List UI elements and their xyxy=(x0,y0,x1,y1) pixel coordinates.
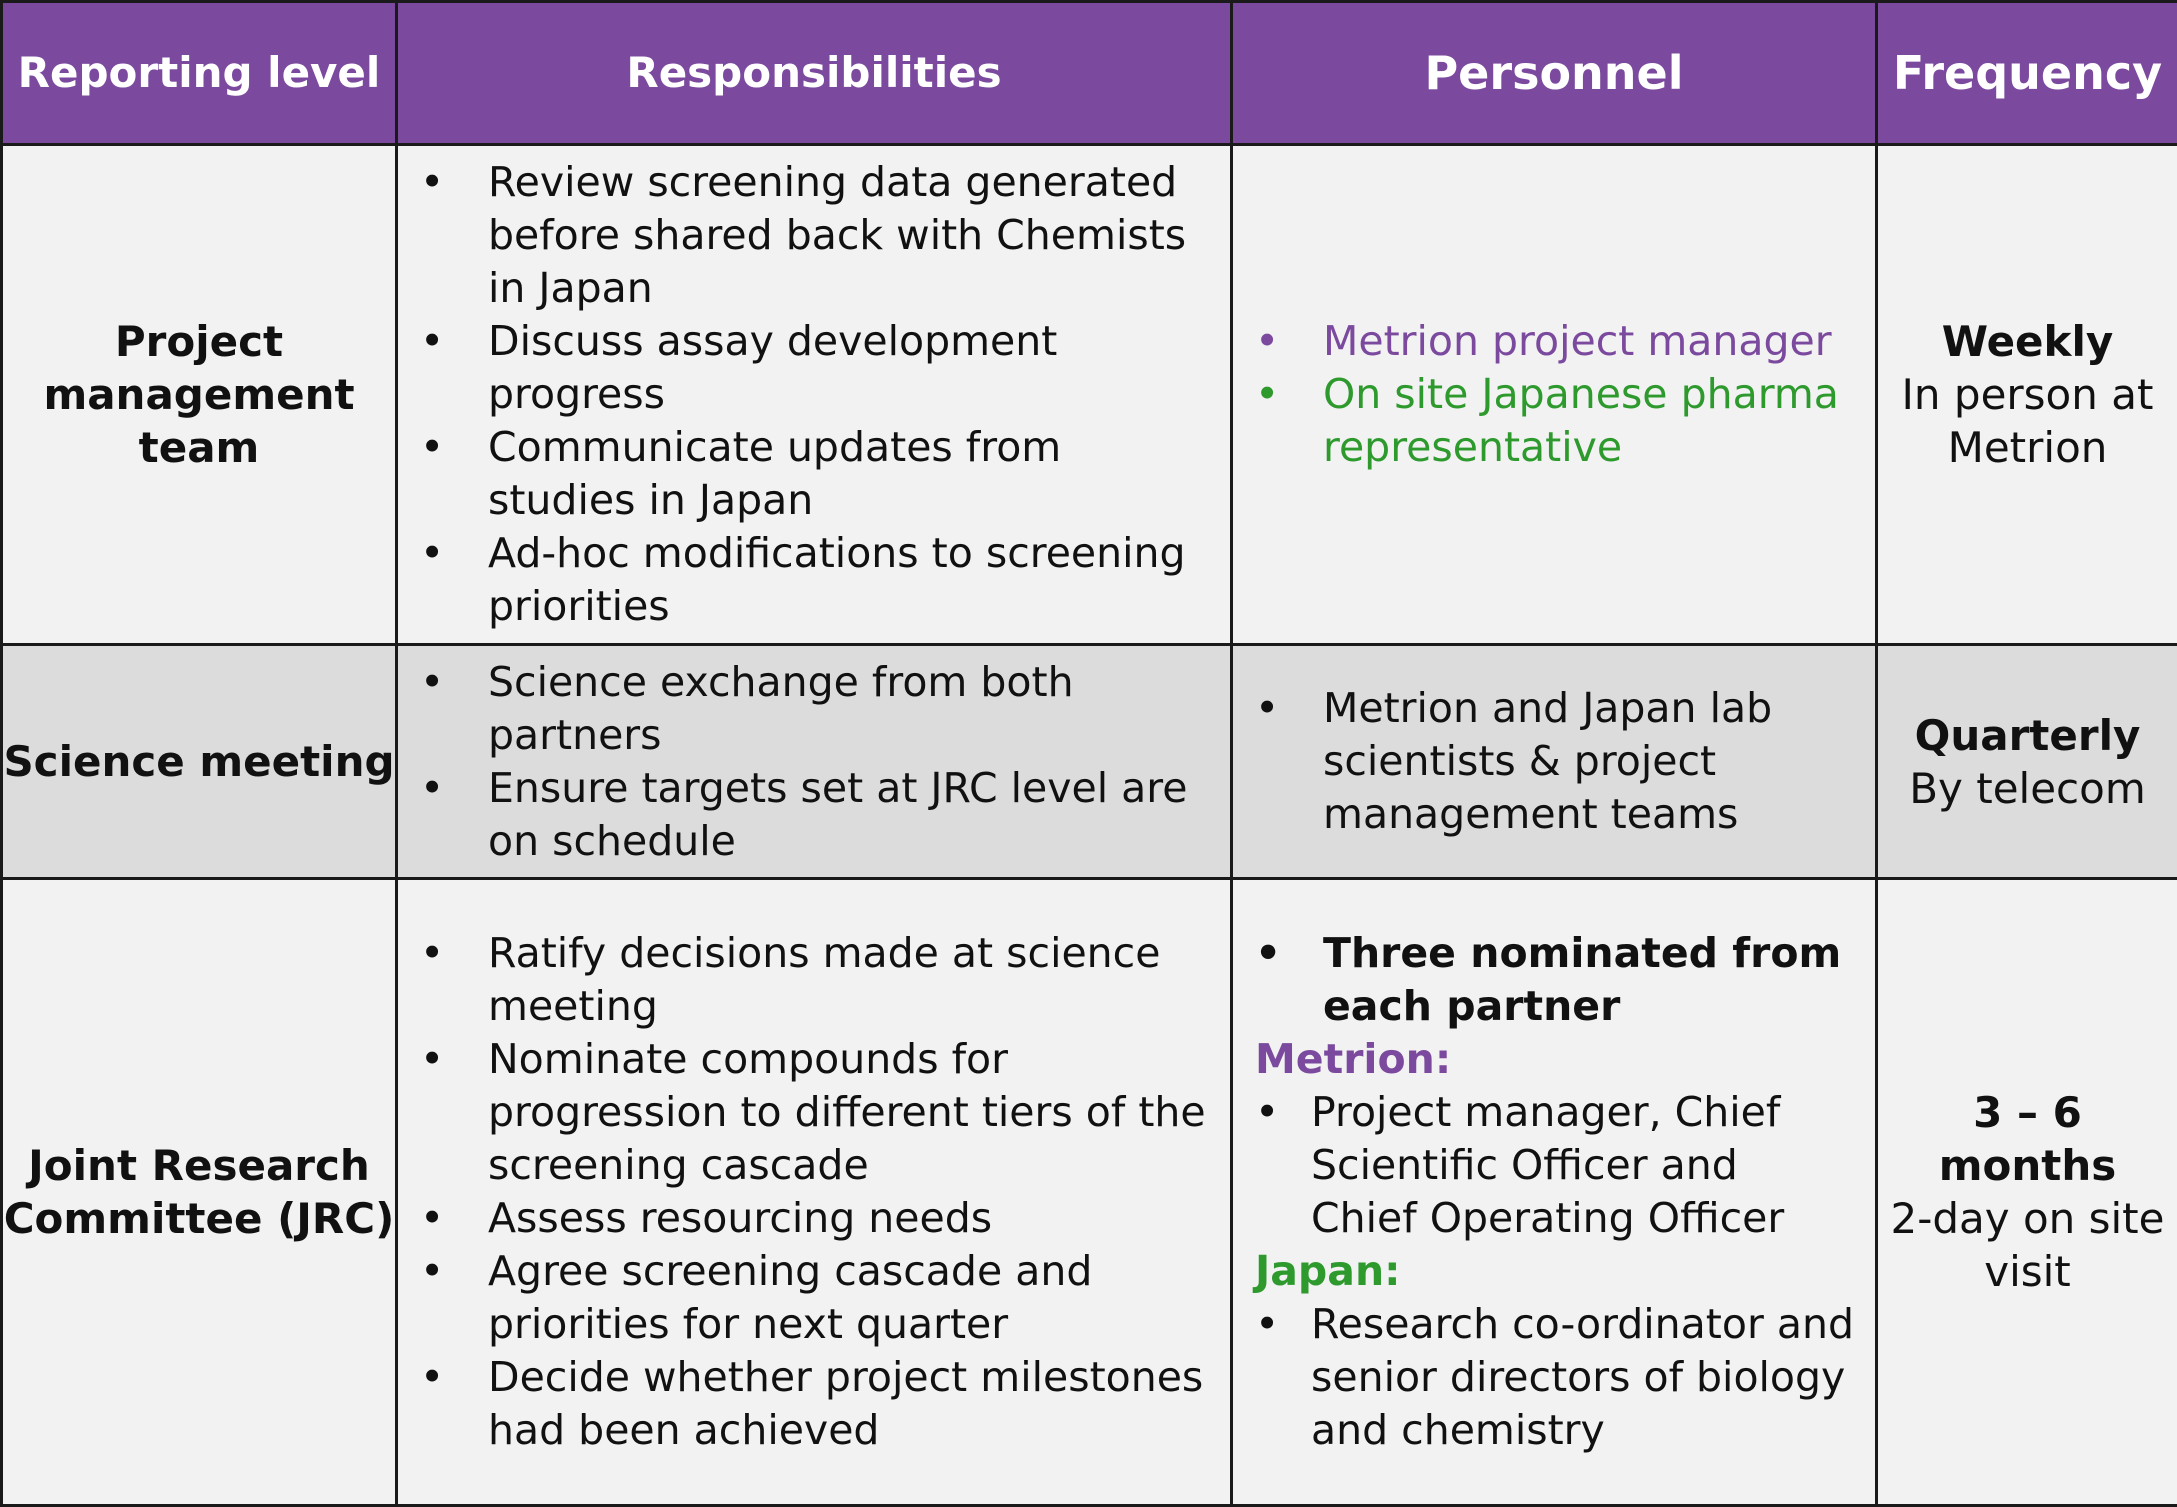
personnel-cell: Three nominated from each partner Metrio… xyxy=(1232,879,1877,1506)
personnel-list: Metrion project manager On site Japanese… xyxy=(1233,315,1875,474)
responsibilities-cell: Science exchange from both partners Ensu… xyxy=(397,645,1232,879)
frequency-cell: 3 – 6 months 2-day on site visit xyxy=(1877,879,2177,1506)
level-cell: Science meeting xyxy=(2,645,397,879)
list-item: Assess resourcing needs xyxy=(398,1192,1210,1245)
personnel-intro: Three nominated from each partner xyxy=(1233,927,1855,1033)
list-item: Project manager, Chief Scientific Office… xyxy=(1233,1086,1855,1245)
personnel-list: Metrion and Japan lab scientists & proje… xyxy=(1233,682,1875,841)
table-row: Project management team Review screening… xyxy=(2,145,2177,645)
list-item-japan: On site Japanese pharma representative xyxy=(1233,368,1855,474)
header-row: Reporting level Responsibilities Personn… xyxy=(2,2,2177,145)
personnel-cell: Metrion and Japan lab scientists & proje… xyxy=(1232,645,1877,879)
responsibilities-list: Review screening data generated before s… xyxy=(398,156,1230,633)
header-frequency: Frequency xyxy=(1877,2,2177,145)
list-item: Review screening data generated before s… xyxy=(398,156,1210,315)
responsibilities-cell: Ratify decisions made at science meeting… xyxy=(397,879,1232,1506)
level-cell: Project management team xyxy=(2,145,397,645)
frequency-value: Weekly xyxy=(1878,315,2177,368)
list-item: Ratify decisions made at science meeting xyxy=(398,927,1210,1033)
metrion-members-list: Project manager, Chief Scientific Office… xyxy=(1233,1086,1875,1245)
list-item: Ad-hoc modifications to screening priori… xyxy=(398,527,1210,633)
list-item: Agree screening cascade and priorities f… xyxy=(398,1245,1210,1351)
list-item: Nominate compounds for progression to di… xyxy=(398,1033,1210,1192)
level-cell: Joint Research Committee (JRC) xyxy=(2,879,397,1506)
japan-members-list: Research co-ordinator and senior directo… xyxy=(1233,1298,1875,1457)
header-responsibilities: Responsibilities xyxy=(397,2,1232,145)
frequency-cell: Quarterly By telecom xyxy=(1877,645,2177,879)
list-item: Decide whether project milestones had be… xyxy=(398,1351,1210,1457)
table-row: Joint Research Committee (JRC) Ratify de… xyxy=(2,879,2177,1506)
responsibilities-list: Science exchange from both partners Ensu… xyxy=(398,656,1230,868)
responsibilities-cell: Review screening data generated before s… xyxy=(397,145,1232,645)
frequency-detail: By telecom xyxy=(1878,762,2177,815)
japan-label: Japan: xyxy=(1233,1245,1875,1298)
header-reporting-level: Reporting level xyxy=(2,2,397,145)
list-item: Communicate updates from studies in Japa… xyxy=(398,421,1210,527)
responsibilities-list: Ratify decisions made at science meeting… xyxy=(398,927,1230,1457)
frequency-value: Quarterly xyxy=(1878,709,2177,762)
list-item-metrion: Metrion project manager xyxy=(1233,315,1855,368)
frequency-cell: Weekly In person at Metrion xyxy=(1877,145,2177,645)
list-item: Science exchange from both partners xyxy=(398,656,1210,762)
personnel-intro-list: Three nominated from each partner xyxy=(1233,927,1875,1033)
header-personnel: Personnel xyxy=(1232,2,1877,145)
list-item: Metrion and Japan lab scientists & proje… xyxy=(1233,682,1855,841)
table-row: Science meeting Science exchange from bo… xyxy=(2,645,2177,879)
list-item: Discuss assay development progress xyxy=(398,315,1210,421)
frequency-value: 3 – 6 months xyxy=(1878,1086,2177,1192)
personnel-cell: Metrion project manager On site Japanese… xyxy=(1232,145,1877,645)
frequency-detail: In person at Metrion xyxy=(1878,368,2177,474)
list-item: Research co-ordinator and senior directo… xyxy=(1233,1298,1855,1457)
list-item: Ensure targets set at JRC level are on s… xyxy=(398,762,1210,868)
metrion-label: Metrion: xyxy=(1233,1033,1875,1086)
frequency-detail: 2-day on site visit xyxy=(1878,1192,2177,1298)
